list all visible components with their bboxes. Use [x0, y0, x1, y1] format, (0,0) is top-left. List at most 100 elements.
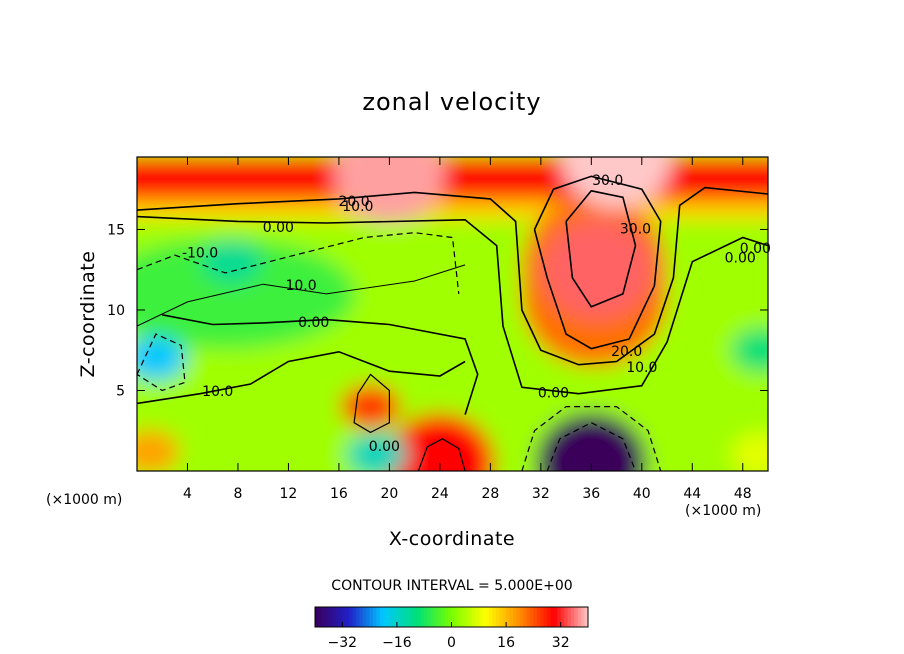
colorbar-tick-label: 0	[447, 635, 456, 651]
colorbar-cell	[342, 607, 347, 627]
contour-label-4: 0.00	[263, 220, 294, 236]
colorbar-cell	[468, 607, 473, 627]
colorbar-cell	[543, 607, 548, 627]
colorbar-cell	[325, 607, 330, 627]
colorbar-cell	[553, 607, 558, 627]
field-center-11	[561, 157, 672, 209]
colorbar-cell	[396, 607, 401, 627]
colorbar-cell	[581, 607, 586, 627]
colorbar-cell	[338, 607, 343, 627]
colorbar-cell	[502, 607, 507, 627]
colorbar-cell	[413, 607, 418, 627]
colorbar-cell	[321, 607, 326, 627]
colorbar-cell	[369, 607, 374, 627]
field-center-3	[340, 384, 401, 429]
field-center-5	[137, 336, 186, 381]
contour-neg-left	[137, 333, 186, 392]
colorbar-cell	[584, 607, 589, 627]
colorbar-cell	[574, 607, 579, 627]
y-tick-label: 10	[107, 303, 125, 319]
contour-0	[137, 215, 768, 395]
x-tick-label: 40	[633, 486, 651, 502]
x-tick-label: 8	[233, 486, 242, 502]
colorbar-cell	[376, 607, 381, 627]
colorbar-cell	[355, 607, 360, 627]
contour-label-9: 10.0	[626, 360, 657, 376]
contour-lines	[137, 175, 768, 471]
x-tick-label: 24	[431, 486, 449, 502]
colorbar-cell	[424, 607, 429, 627]
field-center-4	[346, 432, 407, 471]
colorbar-cell	[437, 607, 442, 627]
x-tick-label: 20	[380, 486, 398, 502]
colorbar-cell	[431, 607, 435, 627]
contour-neg-a	[521, 406, 662, 471]
colorbar-cell	[366, 607, 371, 627]
field-center-8	[731, 328, 768, 373]
contour-0-low	[162, 314, 479, 415]
colorbar-cell	[386, 607, 391, 627]
colorbar-cell	[454, 607, 459, 627]
contour-neg-b	[546, 422, 637, 471]
x-tick-label: 4	[183, 486, 192, 502]
colorbar-cell	[547, 607, 551, 627]
colorbar-cell	[567, 607, 572, 627]
colorbar-cell	[557, 607, 562, 627]
x-axis-label: X-coordinate	[388, 528, 516, 550]
x-tick-label: 28	[481, 486, 499, 502]
x-tick-label: 36	[582, 486, 600, 502]
plot-frame	[136, 156, 769, 472]
contour-30	[565, 189, 637, 308]
contour-label-1: 30.0	[620, 221, 651, 237]
colorbar-cell	[570, 607, 575, 627]
velocity-field	[137, 157, 768, 471]
colorbar-cell	[461, 607, 466, 627]
colorbar-cell	[458, 607, 463, 627]
contour-interval-label: CONTOUR INTERVAL = 5.000E+00	[331, 578, 573, 594]
contour-label-6: 10.0	[285, 278, 316, 294]
y-ticks: 5 10 15	[107, 222, 768, 399]
colorbar-tick-label: −32	[328, 635, 358, 651]
field-center-7	[137, 429, 180, 471]
contour-label-12: 0.00	[369, 439, 400, 455]
colorbar-cell	[471, 607, 476, 627]
colorbar-cell	[403, 607, 408, 627]
contour-label-14: 0.00	[740, 241, 771, 257]
x-unit-label-left: (×1000 m)	[46, 492, 123, 508]
y-tick-label: 15	[107, 222, 125, 238]
colorbar-cell	[475, 607, 480, 627]
x-ticks: 4 8 12 16 20 24 28 32 36 40 44 48	[183, 157, 752, 502]
colorbar-cell	[529, 607, 534, 627]
colorbar-cell	[451, 607, 456, 627]
colorbar-cell	[444, 607, 449, 627]
x-tick-label: 48	[734, 486, 752, 502]
colorbar-cell	[516, 607, 521, 627]
colorbar-cell	[523, 607, 528, 627]
colorbar-cell	[400, 607, 405, 627]
colorbar-cell	[407, 607, 412, 627]
colorbar: −32 −16 0 16 32	[314, 606, 589, 651]
colorbar-cell	[427, 607, 432, 627]
contour-label-7: 0.00	[298, 315, 329, 331]
colorbar-cell	[512, 607, 517, 627]
colorbar-cell	[318, 607, 323, 627]
x-tick-label: 32	[532, 486, 550, 502]
colorbar-cell	[420, 607, 425, 627]
contour-labels: 30.030.020.010.00.00-10.010.00.0020.010.…	[182, 173, 771, 455]
contour-10-mid	[137, 264, 466, 327]
x-tick-label: 16	[330, 486, 348, 502]
colorbar-cell	[417, 607, 422, 627]
colorbar-cell	[441, 607, 446, 627]
colorbar-cell	[379, 607, 384, 627]
colorbar-cell	[328, 607, 333, 627]
colorbar-cell	[478, 607, 483, 627]
contour-label-3: 10.0	[342, 199, 373, 215]
colorbar-cell	[373, 607, 377, 627]
contour-label-2: 20.0	[338, 194, 369, 210]
colorbar-cell	[499, 607, 504, 627]
chart-title: zonal velocity	[362, 88, 542, 116]
y-tick-label: 5	[116, 383, 125, 399]
colorbar-cell	[506, 607, 511, 627]
colorbar-cell	[359, 607, 364, 627]
colorbar-cell	[362, 607, 367, 627]
